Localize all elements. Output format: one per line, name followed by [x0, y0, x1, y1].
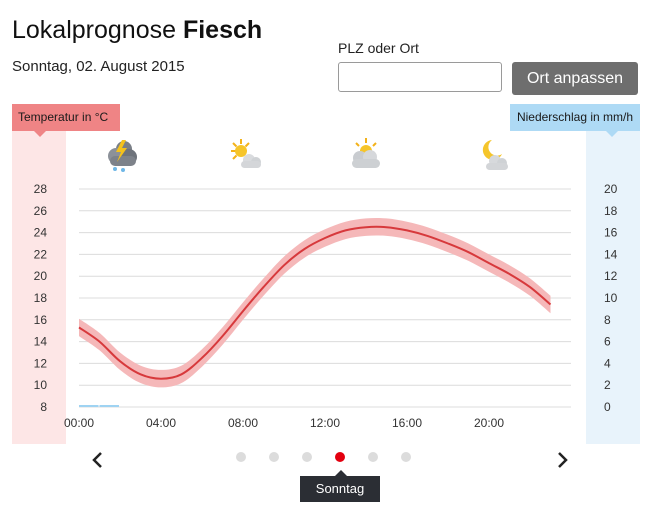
precipitation-tick-label: 8 — [604, 313, 611, 327]
temperature-tick-label: 18 — [34, 291, 48, 305]
precipitation-bar — [99, 405, 119, 407]
precipitation-tick-label: 18 — [604, 204, 618, 218]
day-tooltip: Sonntag — [300, 470, 380, 502]
ort-anpassen-button[interactable]: Ort anpassen — [512, 62, 638, 95]
precipitation-axis-band — [586, 104, 640, 444]
forecast-date: Sonntag, 02. August 2015 — [12, 58, 185, 75]
precipitation-axis-tag: Niederschlag in mm/h — [509, 104, 640, 137]
precipitation-tick-label: 4 — [604, 356, 611, 370]
chevron-right-icon — [558, 452, 568, 468]
pager-dot[interactable] — [401, 452, 411, 462]
time-tick-label: 04:00 — [146, 416, 176, 430]
precipitation-tick-label: 6 — [604, 335, 611, 349]
temperature-tick-label: 26 — [34, 204, 48, 218]
temperature-axis-band — [12, 104, 66, 444]
temperature-tick-label: 14 — [34, 335, 48, 349]
time-tick-label: 00:00 — [64, 416, 94, 430]
previous-day-arrow[interactable] — [86, 448, 110, 472]
precipitation-tick-label: 0 — [604, 400, 611, 414]
time-tick-label: 08:00 — [228, 416, 258, 430]
temperature-tick-label: 16 — [34, 313, 48, 327]
precipitation-series — [79, 405, 119, 407]
weather-icon-2 — [346, 136, 386, 176]
temperature-tick-label: 22 — [34, 247, 48, 261]
time-tick-label: 12:00 — [310, 416, 340, 430]
moon-cloud-icon — [482, 140, 508, 170]
sun-cloud-icon — [231, 139, 261, 168]
precipitation-tick-label: 16 — [604, 226, 618, 240]
page-title: Lokalprognose Fiesch — [12, 16, 262, 45]
plz-label: PLZ oder Ort — [338, 40, 419, 56]
temperature-axis-ticks: 8 10 12 14 16 18 20 22 24 26 28 — [34, 182, 48, 414]
weather-icon-3 — [476, 136, 516, 176]
thunderstorm-cloud-icon — [108, 140, 137, 172]
temperature-tick-label: 28 — [34, 182, 48, 196]
temperature-tick-label: 12 — [34, 356, 48, 370]
pager-dot[interactable] — [335, 452, 345, 462]
time-tick-label: 20:00 — [474, 416, 504, 430]
weather-icon-0 — [102, 136, 142, 176]
temperature-uncertainty-band — [79, 218, 551, 388]
sun-cloud-icon — [352, 138, 380, 168]
time-axis-ticks: 00:00 04:00 08:00 12:00 16:00 20:00 — [64, 416, 504, 430]
precipitation-axis-ticks: 0 2 4 6 8 10 12 14 16 18 20 — [604, 182, 618, 414]
weather-icon-1 — [227, 136, 267, 176]
pager-dot[interactable] — [368, 452, 378, 462]
title-location: Fiesch — [182, 16, 263, 44]
temperature-tick-label: 24 — [34, 226, 48, 240]
chevron-left-icon — [92, 452, 102, 468]
temperature-tick-label: 10 — [34, 378, 48, 392]
title-prefix: Lokalprognose — [12, 16, 177, 44]
temperature-line — [78, 225, 552, 380]
temperature-tick-label: 20 — [34, 269, 48, 283]
plz-input[interactable] — [338, 62, 502, 92]
temperature-tick-label: 8 — [40, 400, 47, 414]
precipitation-tick-label: 20 — [604, 182, 618, 196]
temperature-axis-tag: Temperatur in °C — [12, 104, 121, 137]
precipitation-tick-label: 12 — [604, 269, 618, 283]
precipitation-tick-label: 10 — [604, 291, 618, 305]
pager-dot[interactable] — [302, 452, 312, 462]
precipitation-tick-label: 2 — [604, 378, 611, 392]
pager-dot[interactable] — [269, 452, 279, 462]
next-day-arrow[interactable] — [550, 448, 574, 472]
precipitation-bar — [79, 405, 99, 407]
time-tick-label: 16:00 — [392, 416, 422, 430]
pager-dot[interactable] — [236, 452, 246, 462]
precipitation-tick-label: 14 — [604, 247, 618, 261]
